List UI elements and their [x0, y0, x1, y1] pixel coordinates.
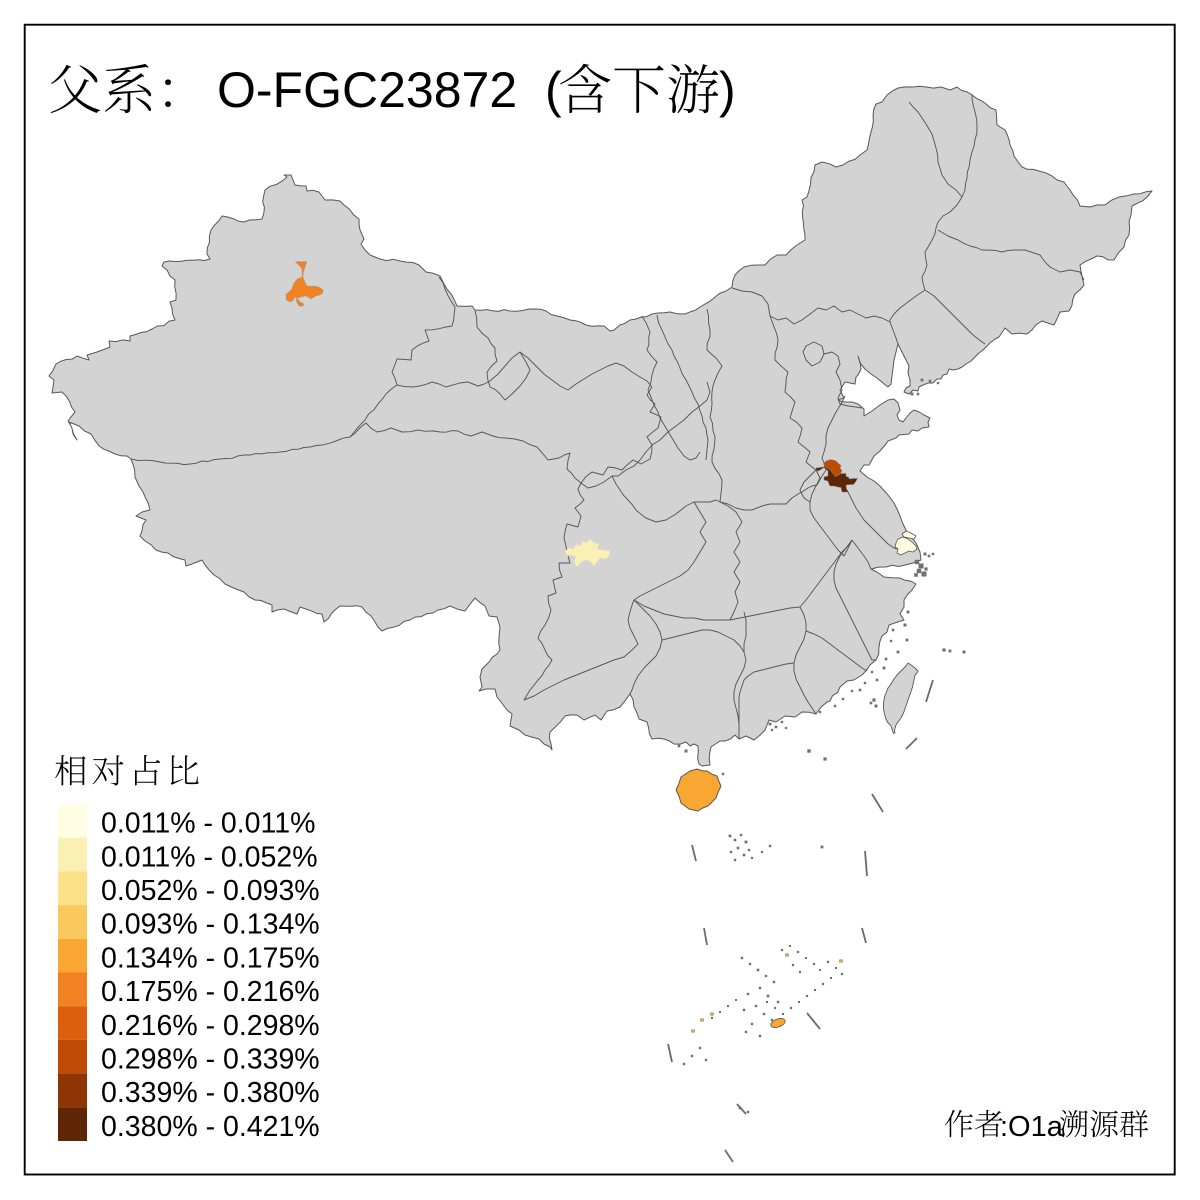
svg-text:(: ( — [545, 62, 562, 118]
svg-text:): ) — [719, 62, 736, 118]
svg-text:0.011% - 0.011%: 0.011% - 0.011% — [101, 808, 315, 840]
svg-text:0.339% - 0.380%: 0.339% - 0.380% — [101, 1077, 320, 1109]
svg-text::O1a: :O1a — [1000, 1111, 1064, 1143]
svg-text:0.175% - 0.216%: 0.175% - 0.216% — [101, 976, 320, 1008]
svg-text:0.380% - 0.421%: 0.380% - 0.421% — [101, 1111, 320, 1143]
svg-text:0.134% - 0.175%: 0.134% - 0.175% — [101, 942, 320, 974]
svg-text:0.216% - 0.298%: 0.216% - 0.298% — [101, 1010, 320, 1042]
svg-text:0.011% - 0.052%: 0.011% - 0.052% — [101, 841, 318, 873]
svg-text:0.093% - 0.134%: 0.093% - 0.134% — [101, 909, 320, 941]
svg-text:0.052% - 0.093%: 0.052% - 0.093% — [101, 875, 320, 907]
svg-text:0.298% - 0.339%: 0.298% - 0.339% — [101, 1044, 320, 1076]
svg-text:O-FGC23872: O-FGC23872 — [217, 62, 517, 118]
